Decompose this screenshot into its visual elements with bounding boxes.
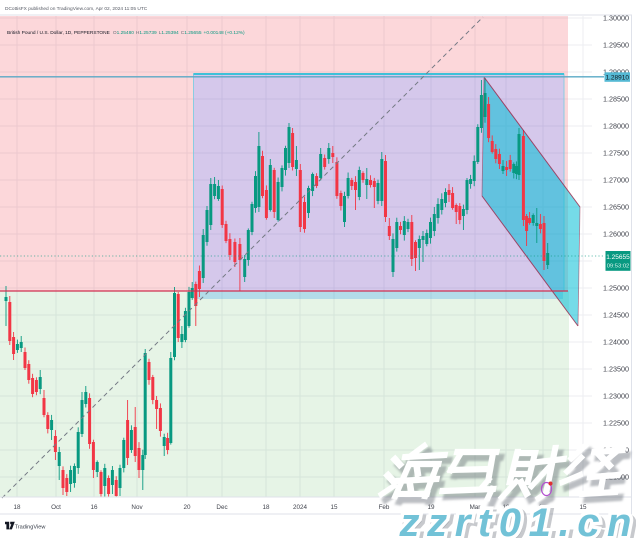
svg-text:1.29500: 1.29500 (603, 41, 629, 50)
svg-text:1.23500: 1.23500 (603, 365, 629, 374)
svg-text:1.27000: 1.27000 (603, 176, 629, 185)
svg-text:1.30000: 1.30000 (603, 14, 629, 23)
svg-text:1.26500: 1.26500 (603, 203, 629, 212)
svg-text:British Pound / U.S. Dollar, 1: British Pound / U.S. Dollar, 1D, PEPPERS… (7, 30, 245, 36)
svg-text:16: 16 (90, 504, 98, 511)
svg-text:1.28000: 1.28000 (603, 122, 629, 131)
svg-text:TradingView: TradingView (15, 524, 47, 530)
svg-text:1.28500: 1.28500 (603, 95, 629, 104)
svg-text:1.28910: 1.28910 (605, 75, 629, 82)
svg-text:DCottisFX published on Trading: DCottisFX published on TradingView.com, … (5, 6, 148, 12)
svg-text:09:53:02: 09:53:02 (607, 263, 630, 269)
svg-text:Oct: Oct (51, 504, 61, 511)
svg-text:18: 18 (13, 504, 21, 511)
svg-text:15: 15 (330, 504, 338, 511)
svg-text:1.24500: 1.24500 (603, 311, 629, 320)
svg-text:18: 18 (262, 504, 270, 511)
svg-text:1.26000: 1.26000 (603, 230, 629, 239)
svg-text:1.23000: 1.23000 (603, 392, 629, 401)
svg-text:Dec: Dec (216, 504, 227, 511)
svg-text:zzrt01.cn: zzrt01.cn (399, 501, 636, 538)
svg-text:Feb: Feb (379, 504, 390, 511)
svg-text:1.25655: 1.25655 (606, 254, 630, 261)
svg-text:1.22500: 1.22500 (603, 419, 629, 428)
svg-text:Nov: Nov (131, 504, 143, 511)
svg-text:1.24000: 1.24000 (603, 338, 629, 347)
svg-text:1.25000: 1.25000 (603, 284, 629, 293)
svg-text:1.27500: 1.27500 (603, 149, 629, 158)
svg-text:20: 20 (183, 504, 191, 511)
svg-text:2024: 2024 (293, 504, 308, 511)
